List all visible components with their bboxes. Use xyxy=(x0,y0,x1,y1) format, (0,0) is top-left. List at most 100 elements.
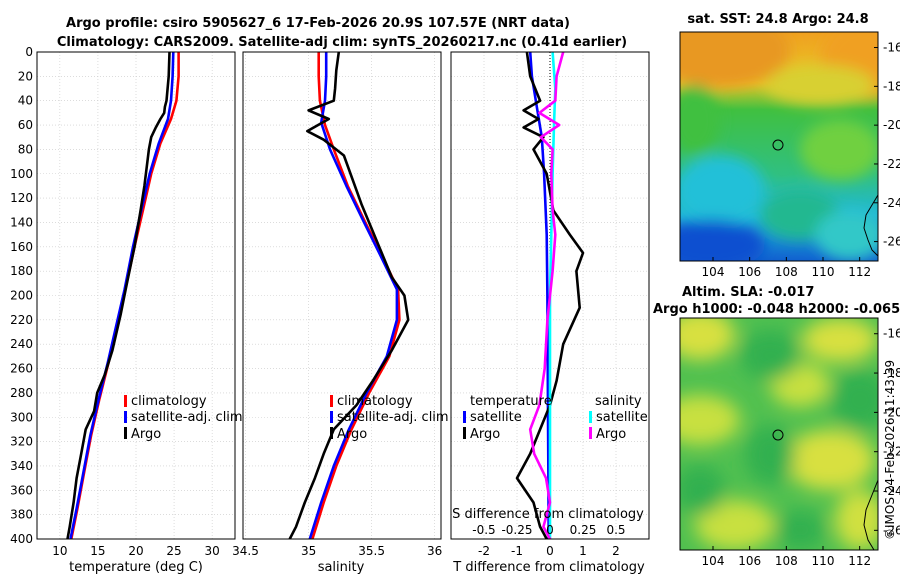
x-tick-label: 2 xyxy=(612,544,620,558)
sla-blob-yellow xyxy=(835,490,878,550)
sla-blob-green xyxy=(775,510,825,550)
legend-mark-satellite xyxy=(330,411,333,423)
sst-map-title: sat. SST: 24.8 Argo: 24.8 xyxy=(687,12,868,27)
x-tick-label: 112 xyxy=(848,265,871,279)
sla-float-marker xyxy=(772,429,784,441)
s-diff-tick-label: -0.5 xyxy=(472,523,495,537)
legend-title-salinity: salinity xyxy=(595,394,642,409)
sst-patch-green-west xyxy=(680,85,720,155)
x-tick-label: 34.5 xyxy=(232,544,259,558)
s-diff-tick-label: -0.25 xyxy=(501,523,532,537)
sla-blob-green xyxy=(830,370,878,430)
s-difference-label: S difference from climatology xyxy=(452,507,644,522)
sst-patch-green-light xyxy=(800,120,878,180)
series-line-t-argo xyxy=(515,51,585,540)
y-tick-label: -18 xyxy=(883,366,900,380)
sst-patch-cyan-south xyxy=(815,210,878,260)
y-tick-label: 400 xyxy=(10,532,33,546)
legend-mark-t-argo xyxy=(463,427,466,439)
sla-blobs xyxy=(680,318,878,550)
depth-tick-labels: 0 20 40 60 80 100 120 140 160 180 200 220 240 260 280 3… xyxy=(10,45,33,546)
series-line-climatology xyxy=(311,52,401,540)
y-tick-label: 360 xyxy=(10,483,33,497)
sst-patches xyxy=(680,32,878,261)
s-diff-tick-label: 0 xyxy=(546,523,554,537)
sla-map-frame xyxy=(679,317,879,551)
series-line-satellite-adj-clim xyxy=(308,52,399,540)
x-tick-label: 110 xyxy=(812,265,835,279)
x-tick-label: 35.5 xyxy=(358,544,385,558)
x-tick-label: 30 xyxy=(205,544,220,558)
sla-blob-yellow xyxy=(680,395,740,445)
salinity-lines xyxy=(288,51,410,540)
sst-patch-blue xyxy=(680,220,765,261)
series-line-s-satellite xyxy=(548,51,557,539)
legend-title-temperature: temperature xyxy=(470,394,552,409)
sla-map-subtitle: Argo h1000: -0.048 h2000: -0.065 xyxy=(653,302,900,317)
salinity-xlabel: salinity xyxy=(318,560,365,575)
sla-map-panel: Altim. SLA: -0.017 Argo h1000: -0.048 h2… xyxy=(653,285,900,568)
sla-blob-green xyxy=(745,425,795,485)
x-tick-label: 106 xyxy=(738,265,761,279)
legend-mark-satellite xyxy=(124,411,127,423)
legend-mark-argo xyxy=(124,427,127,439)
y-tick-label: 0 xyxy=(25,45,33,59)
y-tick-label: 240 xyxy=(10,337,33,351)
y-tick-label: 280 xyxy=(10,386,33,400)
sla-blob-yellow xyxy=(695,500,775,550)
sst-patch-orange xyxy=(680,32,790,88)
series-line-s-argo xyxy=(528,51,565,540)
y-tick-label: -16 xyxy=(883,327,900,341)
t-difference-label: T difference from climatology xyxy=(452,560,645,575)
temperature-lines xyxy=(66,51,180,540)
x-tick-label: 20 xyxy=(128,544,143,558)
sst-map-ticks: 104 106 108 110 112 -16 -18 -20 -22 -24 -26 xyxy=(702,41,900,279)
y-tick-label: 340 xyxy=(10,459,33,473)
salinity-grid xyxy=(243,52,441,539)
sla-coastline xyxy=(863,479,878,550)
x-tick-label: 108 xyxy=(775,554,798,568)
salinity-axes xyxy=(242,51,442,540)
sla-blob-yellow xyxy=(680,318,735,360)
y-tick-label: 120 xyxy=(10,191,33,205)
sla-blob-green xyxy=(680,465,725,515)
sla-blob-yellow xyxy=(802,318,878,362)
sst-map-panel: sat. SST: 24.8 Argo: 24.8 104 106 108 110 11… xyxy=(679,12,900,279)
credit-text: ©IMOS 24-Feb-2026 11:43:39 xyxy=(883,360,897,540)
legend-label-satellite: satellite-adj. clim xyxy=(131,410,243,425)
legend-label-satellite: satellite-adj. clim xyxy=(337,410,449,425)
x-tick-label: 1 xyxy=(579,544,587,558)
s-diff-tick-label: 0.25 xyxy=(570,523,597,537)
sla-map-title: Altim. SLA: -0.017 xyxy=(682,285,814,300)
y-tick-label: -26 xyxy=(883,523,900,537)
legend-mark-climatology xyxy=(330,395,333,407)
sla-heatmap xyxy=(680,318,878,550)
sst-map-frame xyxy=(679,31,879,262)
difference-legend: temperature satellite Argo salinity sate… xyxy=(463,394,648,442)
y-tick-label: 160 xyxy=(10,240,33,254)
legend-label-s-argo: Argo xyxy=(596,427,626,442)
y-tick-label: 20 xyxy=(18,69,33,83)
y-tick-label: -16 xyxy=(883,41,900,55)
x-tick-label: 108 xyxy=(775,265,798,279)
sst-heatmap xyxy=(680,32,878,261)
legend-label-climatology: climatology xyxy=(131,394,207,409)
temperature-tick-labels: 10 15 20 25 30 xyxy=(52,544,220,558)
title-line-1: Argo profile: csiro 5905627_6 17-Feb-202… xyxy=(66,16,570,31)
y-tick-label: -24 xyxy=(883,484,900,498)
y-tick-label: 40 xyxy=(18,94,33,108)
x-tick-label: 10 xyxy=(52,544,67,558)
x-tick-label: 106 xyxy=(738,554,761,568)
temperature-grid xyxy=(37,51,235,540)
y-tick-label: -22 xyxy=(883,445,900,459)
legend-label-t-argo: Argo xyxy=(470,427,500,442)
y-tick-label: -20 xyxy=(883,118,900,132)
t-difference-tick-labels: -2 -1 0 1 2 xyxy=(478,544,620,558)
sla-blob-yellow xyxy=(785,430,875,490)
sla-map-ticks: 104 106 108 110 112 -16 -18 -20 -22 -24 -26 xyxy=(702,327,900,568)
series-line-t-satellite xyxy=(528,51,550,540)
temperature-axes xyxy=(36,51,236,540)
x-tick-label: -1 xyxy=(511,544,523,558)
legend-label-s-satellite: satellite xyxy=(596,410,648,425)
difference-panel: -2 -1 0 1 2 -0.5 -0.25 0 0.25 0.5 S difference f… xyxy=(450,51,650,575)
